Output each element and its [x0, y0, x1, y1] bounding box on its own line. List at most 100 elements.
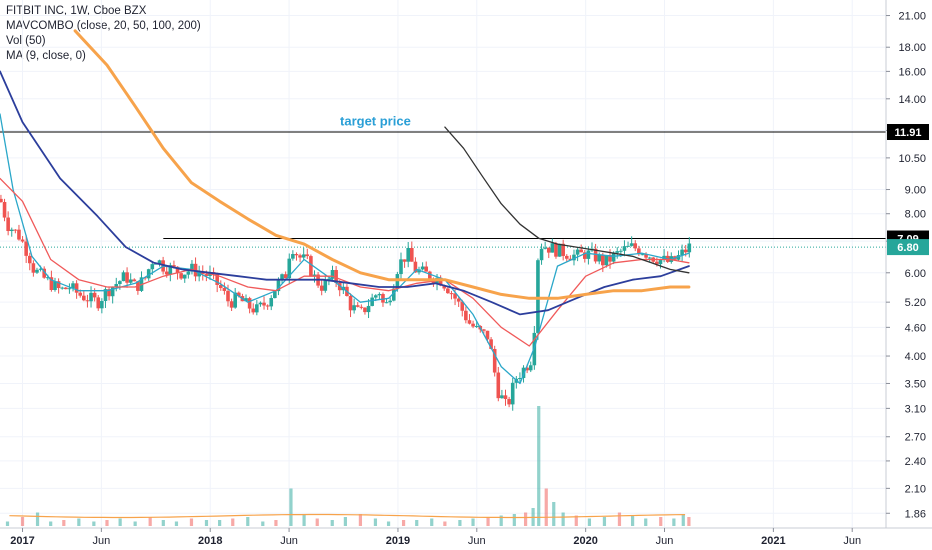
y-tick-label-12: 4.00 [905, 351, 926, 363]
candle-body-113 [406, 248, 410, 262]
volume-ma-line [9, 513, 686, 519]
horizontal-line-tag-0-box [887, 124, 929, 141]
candle-body-142 [510, 382, 515, 405]
candle-body-68 [244, 298, 248, 302]
volume-bar-1 [20, 517, 25, 526]
volume-bar-41 [552, 502, 556, 526]
volume-bar-47 [630, 515, 635, 526]
x-tick-label-2: 2018 [198, 535, 222, 547]
y-tick-label-3: 14.00 [898, 94, 926, 106]
volume-bar-48 [644, 518, 648, 526]
candle-body-110 [395, 274, 400, 289]
candle-body-125 [449, 293, 454, 295]
candle-body-32 [114, 284, 119, 288]
volume-bar-4 [62, 520, 66, 526]
candle-body-191 [687, 243, 692, 253]
candle-body-61 [218, 284, 223, 288]
legend-symbol[interactable]: FITBIT INC, 1W, Cboe BZX [6, 5, 147, 17]
candle-body-70 [251, 308, 256, 313]
candle-body-13 [45, 277, 50, 279]
candle-body-109 [391, 288, 396, 301]
candle-body-83 [298, 255, 302, 258]
volume-bar-39 [537, 406, 541, 526]
candle-body-103 [370, 297, 374, 306]
y-tick-label-11: 4.60 [905, 322, 926, 334]
y-tick-label-1: 18.00 [898, 42, 926, 54]
candle-body-35 [125, 272, 129, 283]
volume-bar-17 [246, 517, 250, 526]
candle-body-28 [100, 301, 104, 309]
volume-bar-2 [35, 512, 40, 526]
x-tick-label-3: Jun [280, 535, 298, 547]
candle-body-89 [319, 285, 324, 291]
volume-bar-10 [148, 517, 152, 526]
candle-body-60 [215, 273, 219, 285]
ma-line-0 [0, 113, 690, 385]
x-tick-label-8: 2021 [761, 535, 785, 547]
candle-body-87 [312, 274, 317, 276]
candle-body-97 [348, 295, 353, 311]
candle-body-29 [103, 289, 108, 302]
candle-body-94 [337, 282, 342, 291]
candle-body-69 [247, 298, 252, 309]
y-tick-label-18: 1.86 [905, 508, 926, 520]
volume-bar-7 [105, 520, 109, 526]
candle-body-123 [442, 285, 447, 289]
legend-volume[interactable]: Vol (50) [6, 35, 46, 47]
candle-body-80 [287, 258, 292, 279]
volume-bar-36 [512, 514, 516, 526]
candle-body-77 [276, 280, 281, 292]
volume-bar-46 [617, 512, 622, 526]
y-tick-label-0: 21.00 [898, 11, 926, 23]
candle-body-98 [352, 305, 356, 311]
candle-body-65 [233, 292, 238, 308]
candle-body-50 [179, 273, 183, 279]
candle-body-144 [518, 378, 522, 380]
candle-body-190 [683, 249, 688, 253]
volume-bar-3 [49, 521, 53, 526]
candle-body-66 [237, 292, 241, 297]
candle-body-42 [150, 264, 155, 270]
candle-body-124 [446, 288, 450, 294]
candle-body-76 [273, 291, 277, 299]
candle-body-182 [655, 261, 659, 265]
candle-body-22 [78, 292, 83, 296]
x-tick-label-7: Jun [656, 535, 674, 547]
candle-body-101 [363, 307, 367, 313]
candle-body-53 [190, 263, 194, 272]
candle-body-129 [464, 310, 468, 321]
candle-body-140 [503, 395, 508, 400]
candle-body-189 [680, 249, 684, 256]
candle-body-156 [561, 243, 565, 256]
candle-body-138 [496, 372, 501, 399]
candle-body-167 [601, 254, 605, 266]
candle-body-153 [550, 243, 555, 253]
candle-body-2 [6, 217, 10, 232]
candle-body-7 [24, 241, 28, 256]
candle-body-112 [402, 259, 407, 262]
candle-body-135 [485, 330, 490, 340]
candle-body-118 [424, 266, 429, 272]
candle-body-99 [355, 305, 360, 307]
candle-body-114 [410, 248, 414, 262]
volume-bar-31 [443, 521, 447, 526]
candle-body-55 [197, 272, 201, 277]
horizontal-line-tag-0-label: 11.91 [895, 127, 922, 139]
legend-mavcombo[interactable]: MAVCOMBO (close, 20, 50, 100, 200) [6, 20, 201, 32]
candle-body-21 [74, 283, 79, 293]
chart-legend: FITBIT INC, 1W, Cboe BZX MAVCOMBO (close… [6, 4, 201, 64]
candle-body-180 [647, 257, 652, 259]
legend-ma[interactable]: MA (9, close, 0) [6, 50, 86, 62]
candle-body-115 [413, 261, 418, 273]
candle-body-147 [528, 365, 533, 371]
volume-bar-40 [544, 488, 548, 526]
volume-bar-11 [161, 520, 165, 526]
candle-body-51 [182, 274, 187, 279]
candle-body-75 [269, 298, 274, 307]
candle-body-82 [294, 254, 299, 256]
volume-bar-9 [133, 521, 137, 526]
candle-body-174 [626, 245, 630, 247]
volume-bar-22 [315, 518, 319, 526]
candle-body-137 [492, 348, 497, 373]
